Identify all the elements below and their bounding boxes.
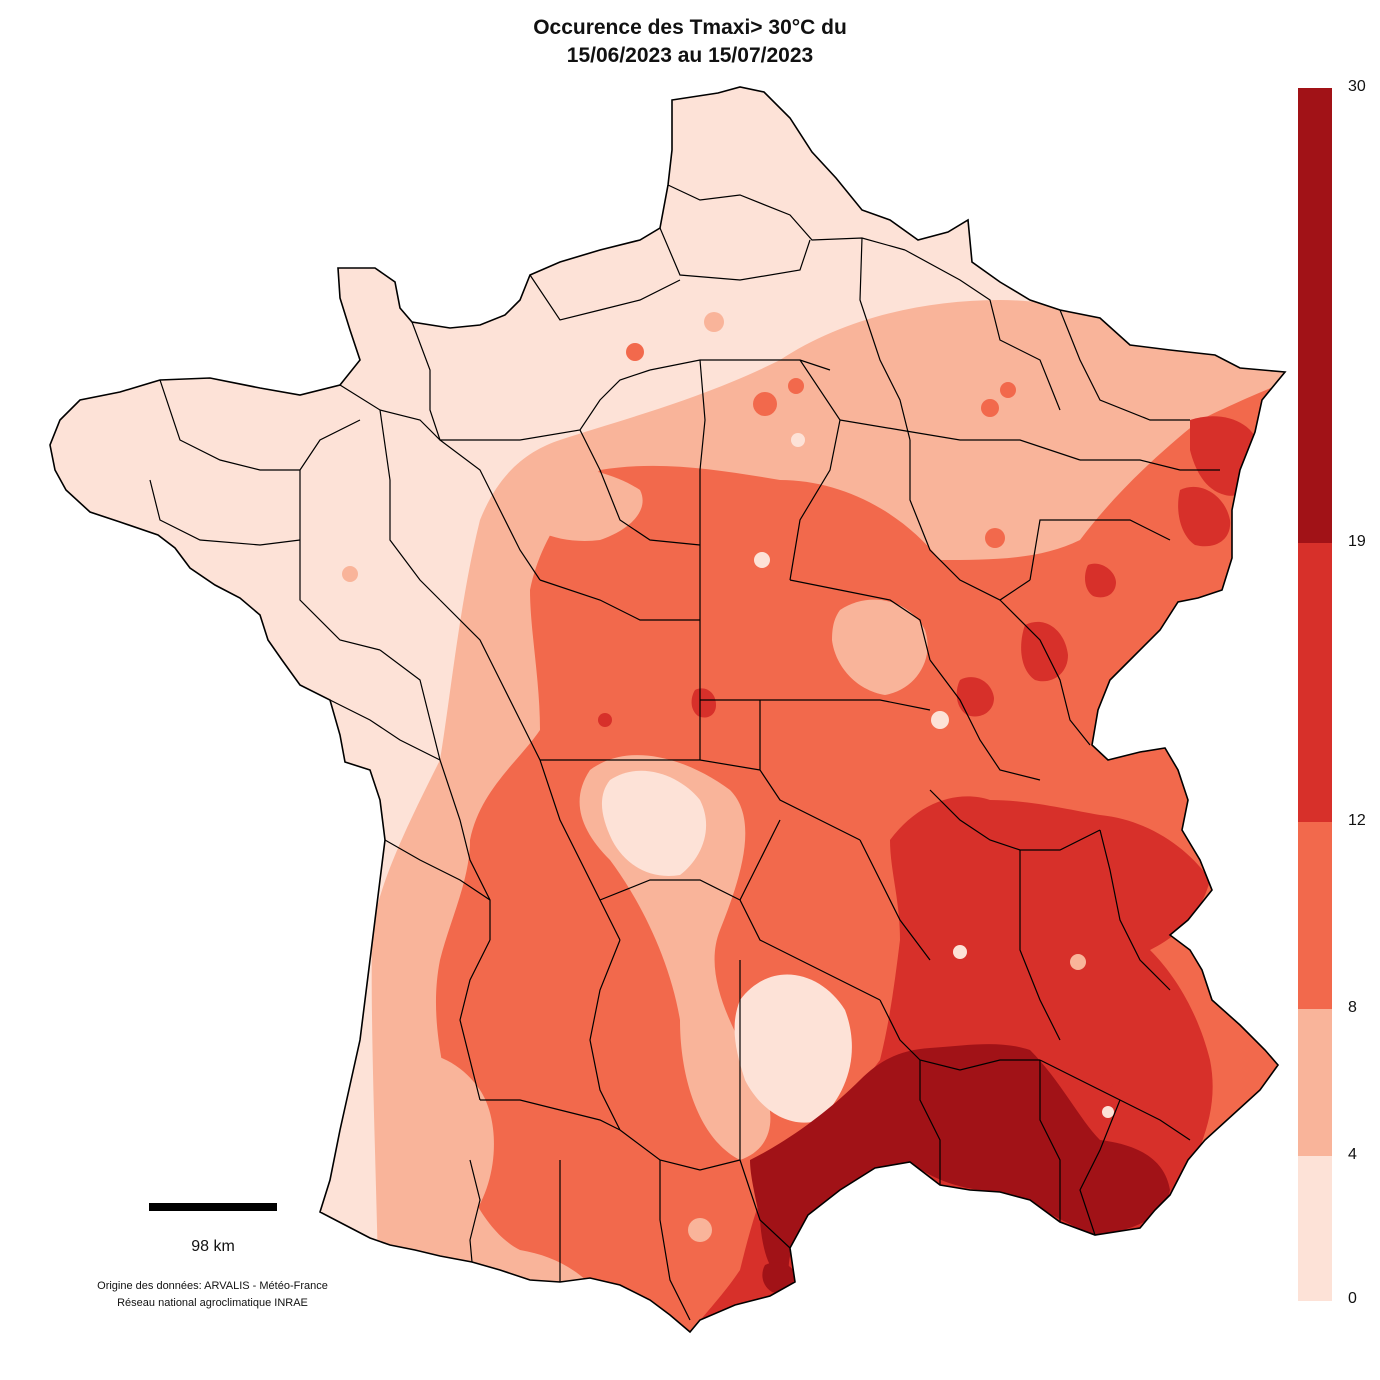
legend-colorbar [1298, 88, 1332, 1301]
spot [788, 378, 804, 394]
legend-band-4-8 [1298, 1009, 1332, 1156]
local-spots [342, 312, 1114, 1242]
legend-band-12-19 [1298, 543, 1332, 822]
map-title: Occurence des Tmaxi> 30°C du 15/06/2023 … [0, 14, 1380, 70]
spot [753, 392, 777, 416]
source-line-1: Origine des données: ARVALIS - Météo-Fra… [97, 1280, 328, 1292]
zone-12-19-limousin [691, 688, 716, 718]
scale-bar [149, 1203, 277, 1211]
spot [704, 312, 724, 332]
legend-band-8-12 [1298, 822, 1332, 1009]
spot [688, 1218, 712, 1242]
zone-pale-sw [375, 1051, 494, 1243]
legend-label-4: 4 [1348, 1146, 1357, 1163]
legend-label-12: 12 [1348, 812, 1366, 829]
zone-12-19-lyon [956, 677, 994, 717]
spot [953, 945, 967, 959]
legend-label-8: 8 [1348, 999, 1357, 1016]
spot [626, 343, 644, 361]
zone-pale-burgundy [832, 599, 928, 695]
spot [1070, 954, 1086, 970]
spot [1000, 382, 1016, 398]
spot [1102, 1106, 1114, 1118]
spot [791, 433, 805, 447]
spot [754, 552, 770, 568]
zone-class-19-30-languedoc [750, 1044, 1170, 1280]
legend-label-0: 0 [1348, 1290, 1357, 1307]
legend-label-30: 30 [1348, 78, 1366, 95]
source-line-2: Réseau national agroclimatique INRAE [117, 1297, 308, 1309]
legend-band-0-4 [1298, 1156, 1332, 1301]
spot [1097, 1074, 1113, 1090]
spot [931, 711, 949, 729]
spot [985, 528, 1005, 548]
zone-12-19-rhone [1021, 621, 1068, 682]
spot [342, 566, 358, 582]
title-line-1: Occurence des Tmaxi> 30°C du [533, 16, 847, 39]
legend-band-19-30 [1298, 88, 1332, 543]
zone-12-19-jura [1085, 563, 1116, 598]
zone-pale-limousin [601, 770, 707, 876]
spot [598, 713, 612, 727]
scale-label: 98 km [191, 1238, 235, 1255]
zone-pale-north [512, 466, 643, 541]
legend-label-19: 19 [1348, 533, 1366, 550]
title-line-2: 15/06/2023 au 15/07/2023 [566, 44, 814, 67]
department-boundaries [149, 184, 1220, 1321]
zone-12-19-alsace-south [1178, 486, 1231, 547]
spot [981, 399, 999, 417]
zone-pale-massif [734, 974, 852, 1123]
